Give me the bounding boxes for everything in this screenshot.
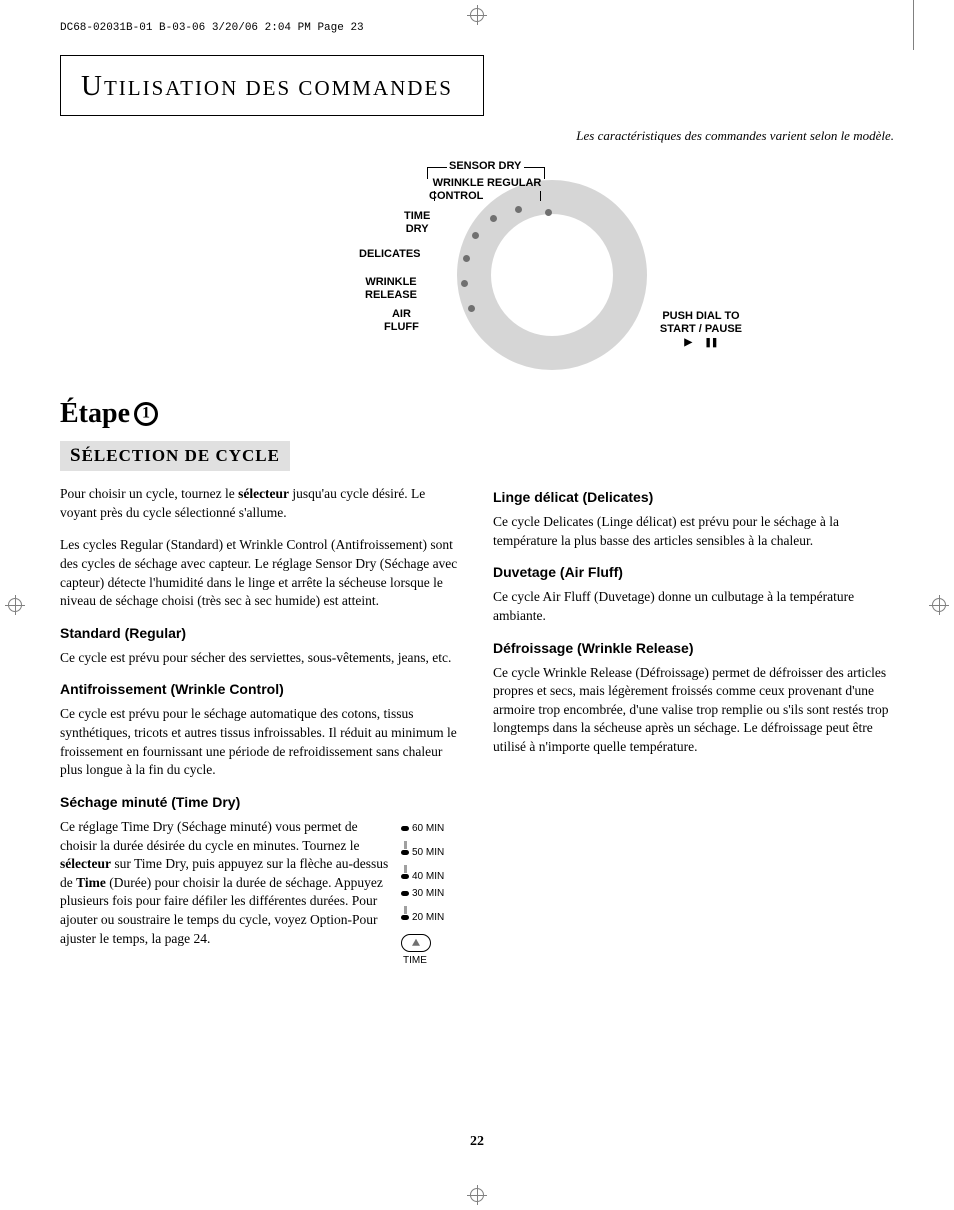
page-title: UTILISATION DES COMMANDES xyxy=(60,55,484,116)
heading-timedry: Séchage minuté (Time Dry) xyxy=(60,794,461,810)
cropmark-left-icon xyxy=(5,595,25,615)
scale-label: 20 MIN xyxy=(412,912,444,923)
section-subtitle: SÉLECTION DE CYCLE xyxy=(60,441,290,471)
two-columns: Pour choisir un cycle, tournez le sélect… xyxy=(60,485,894,966)
scale-tick-icon xyxy=(404,865,407,873)
bracket-line xyxy=(524,167,544,168)
scale-label: 50 MIN xyxy=(412,847,444,858)
scale-row: 20 MIN xyxy=(401,909,461,926)
scale-row: 60 MIN xyxy=(401,820,461,837)
bracket-line xyxy=(427,167,447,168)
heading-release: Défroissage (Wrinkle Release) xyxy=(493,640,894,656)
dial-dot xyxy=(468,305,475,312)
subtitle-rest: ÉLECTION DE CYCLE xyxy=(82,446,280,465)
title-cap: U xyxy=(81,70,104,102)
t: (Durée) pour choisir la durée de séchage… xyxy=(60,875,383,946)
heading-airfluff: Duvetage (Air Fluff) xyxy=(493,564,894,580)
time-label: TIME xyxy=(403,955,461,966)
t: Ce réglage Time Dry (Séchage minuté) vou… xyxy=(60,819,359,853)
scale-dot-icon xyxy=(401,874,409,879)
scale-row: 50 MIN xyxy=(401,844,461,861)
left-column: Pour choisir un cycle, tournez le sélect… xyxy=(60,485,461,966)
scale-dot-icon xyxy=(401,891,409,896)
dial-time-dry: TIME DRY xyxy=(404,210,430,235)
heading-regular: Standard (Regular) xyxy=(60,625,461,641)
dial-control: CONTROL xyxy=(429,190,483,203)
dial-ring xyxy=(457,180,647,370)
bracket-line xyxy=(540,191,541,201)
page-content: UTILISATION DES COMMANDES Les caractéris… xyxy=(60,55,894,966)
scale-label: 40 MIN xyxy=(412,871,444,882)
para-timedry: Ce réglage Time Dry (Séchage minuté) vou… xyxy=(60,818,391,948)
dial-wrinkle-release: WRINKLE RELEASE xyxy=(365,276,417,301)
timedry-block: Ce réglage Time Dry (Séchage minuté) vou… xyxy=(60,818,461,966)
dial-dot xyxy=(461,280,468,287)
cropmark-bottom-icon xyxy=(467,1185,487,1205)
para-wrinkle: Ce cycle est prévu pour le séchage autom… xyxy=(60,705,461,780)
cropmark-top-icon xyxy=(467,5,487,25)
time-scale: 60 MIN 50 MIN 40 MIN 30 MIN 20 MIN TIME xyxy=(401,818,461,966)
step-badge: 1 xyxy=(134,402,158,426)
scale-tick-icon xyxy=(404,841,407,849)
dial-dot xyxy=(515,206,522,213)
pause-icon: ❚❚ xyxy=(704,337,717,347)
heading-delicates: Linge délicat (Delicates) xyxy=(493,489,894,505)
dial-air-fluff: AIR FLUFF xyxy=(384,308,419,333)
scale-label: 60 MIN xyxy=(412,823,444,834)
scale-tick-icon xyxy=(404,906,407,914)
dial-delicates: DELICATES xyxy=(359,248,421,261)
scale-label: 30 MIN xyxy=(412,888,444,899)
t-bold: Time xyxy=(76,875,106,890)
dial-sensor-dry: SENSOR DRY xyxy=(449,160,521,173)
scale-row: 40 MIN xyxy=(401,868,461,885)
caption: Les caractéristiques des commandes varie… xyxy=(60,128,894,144)
scale-row: 30 MIN xyxy=(401,885,461,902)
subtitle-cap: S xyxy=(70,445,82,466)
scale-dot-icon xyxy=(401,915,409,920)
dial-dot xyxy=(545,209,552,216)
scale-dot-icon xyxy=(401,850,409,855)
para-regular: Ce cycle est prévu pour sécher des servi… xyxy=(60,649,461,668)
dial-diagram: SENSOR DRY WRINKLE REGULAR CONTROL TIME … xyxy=(217,150,737,380)
play-icon: ▶ xyxy=(684,337,692,348)
dial-wrinkle-regular: WRINKLE REGULAR xyxy=(427,177,547,190)
page-number: 22 xyxy=(470,1134,484,1150)
dial-dot xyxy=(463,255,470,262)
title-rest: TILISATION DES COMMANDES xyxy=(104,76,453,100)
step-word: Étape xyxy=(60,398,130,430)
para-delicates: Ce cycle Delicates (Linge délicat) est p… xyxy=(493,513,894,550)
intro-para-1: Pour choisir un cycle, tournez le sélect… xyxy=(60,485,461,522)
heading-wrinkle: Antifroissement (Wrinkle Control) xyxy=(60,681,461,697)
t-bold: sélecteur xyxy=(238,486,289,501)
right-column: Linge délicat (Delicates) Ce cycle Delic… xyxy=(493,485,894,966)
print-header: DC68-02031B-01 B-03-06 3/20/06 2:04 PM P… xyxy=(60,22,364,34)
para-airfluff: Ce cycle Air Fluff (Duvetage) donne un c… xyxy=(493,588,894,625)
dial-dot xyxy=(472,232,479,239)
scale-dot-icon xyxy=(401,826,409,831)
para-release: Ce cycle Wrinkle Release (Défroissage) p… xyxy=(493,664,894,757)
step-number: 1 xyxy=(142,405,150,423)
t-bold: sélecteur xyxy=(60,856,111,871)
t: Pour choisir un cycle, tournez le xyxy=(60,486,238,501)
dial-push-label: PUSH DIAL TO START / PAUSE ▶ ❚❚ xyxy=(660,310,742,350)
dial-dot xyxy=(490,215,497,222)
cropmark-right-icon xyxy=(929,595,949,615)
step-heading: Étape 1 xyxy=(60,398,894,430)
vline-decor xyxy=(913,0,914,50)
intro-para-2: Les cycles Regular (Standard) et Wrinkle… xyxy=(60,536,461,611)
time-up-button[interactable] xyxy=(401,934,431,952)
dial-push-text: PUSH DIAL TO START / PAUSE xyxy=(660,310,742,335)
